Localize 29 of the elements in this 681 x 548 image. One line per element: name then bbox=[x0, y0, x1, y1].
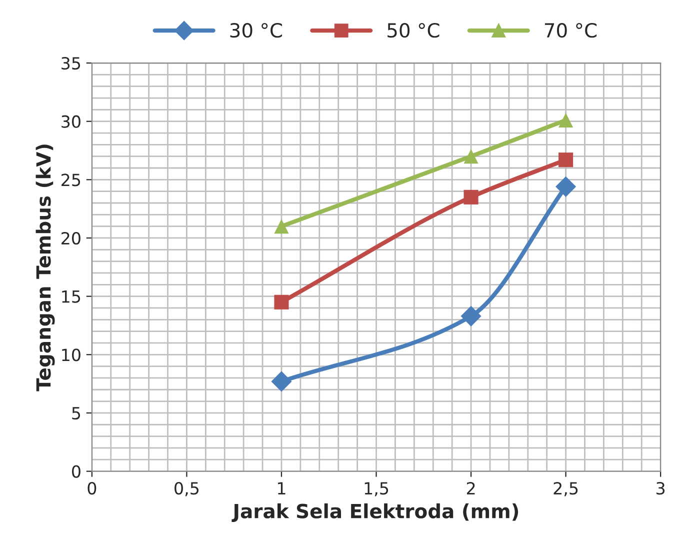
point bbox=[558, 152, 574, 168]
point bbox=[555, 176, 576, 197]
legend-label: 30 °C bbox=[230, 22, 282, 38]
point bbox=[274, 219, 289, 234]
y-tick-label: 15 bbox=[62, 290, 80, 303]
point bbox=[464, 190, 478, 204]
x-tick-label: 0 bbox=[88, 482, 96, 495]
y-tick-label: 10 bbox=[62, 348, 80, 362]
x-tick-label: 0,5 bbox=[174, 482, 199, 496]
x-tick-label: 3 bbox=[656, 482, 665, 495]
x-tick-label: 2,5 bbox=[554, 482, 578, 496]
y-tick-label: 30 bbox=[62, 115, 80, 128]
y-tick-label: 35 bbox=[62, 56, 80, 70]
x-tick-label: 2 bbox=[466, 482, 475, 494]
y-tick-label: 5 bbox=[72, 407, 80, 420]
point bbox=[460, 306, 482, 326]
x-tick-label: 1 bbox=[278, 482, 286, 494]
x-axis-title: Jarak Sela Elektroda (mm) bbox=[232, 503, 518, 522]
legend-label: 50 °C bbox=[388, 22, 440, 38]
point bbox=[274, 294, 289, 310]
x-tick-label: 1,5 bbox=[364, 482, 388, 496]
legend-label: 70 °C bbox=[544, 22, 597, 38]
point bbox=[271, 371, 292, 392]
point bbox=[558, 112, 574, 128]
y-tick-label: 0 bbox=[72, 465, 80, 478]
y-tick-label: 20 bbox=[62, 232, 80, 245]
y-axis-title: Tegangan Tembus (kV) bbox=[36, 144, 55, 392]
y-tick-label: 25 bbox=[62, 174, 80, 186]
point bbox=[464, 149, 478, 164]
